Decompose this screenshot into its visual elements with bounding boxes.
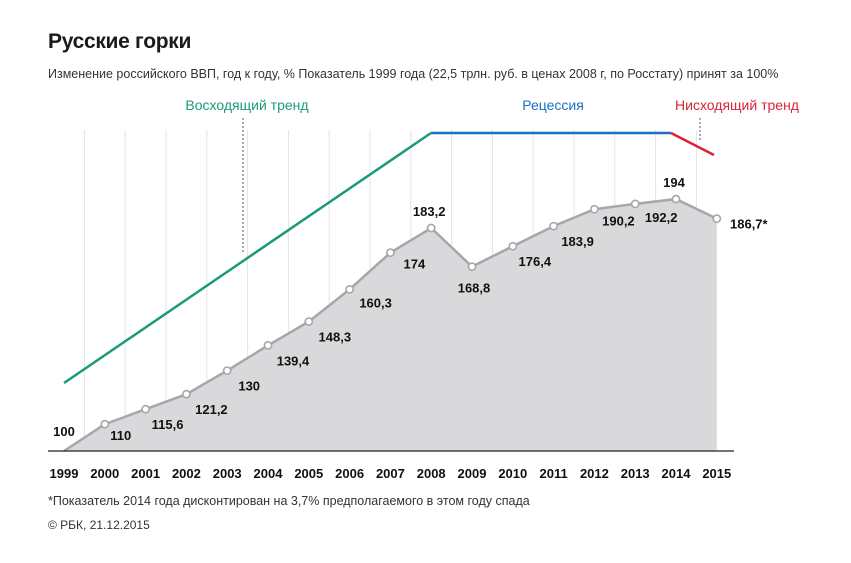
value-label: 192,2 xyxy=(645,210,678,225)
data-point xyxy=(630,199,640,209)
axis-layer: 1999 2000 2001 2002 2003 2004 2005 2006 2007 2008… xyxy=(48,450,734,481)
credit: © РБК, 21.12.2015 xyxy=(48,518,150,532)
area-layer xyxy=(63,197,718,453)
x-tick-label: 2002 xyxy=(172,466,201,481)
value-label: 121,2 xyxy=(195,402,228,417)
x-tick-label: 2013 xyxy=(621,466,650,481)
value-label: 168,8 xyxy=(458,281,491,296)
value-label: 160,3 xyxy=(359,295,392,310)
x-tick-label: 2001 xyxy=(131,466,160,481)
data-point xyxy=(385,248,395,258)
x-tick-label: 2012 xyxy=(580,466,609,481)
value-label: 130 xyxy=(238,379,260,394)
trend-line-down xyxy=(670,131,715,157)
data-point xyxy=(181,389,191,399)
data-point xyxy=(549,221,558,231)
trend-label: Нисходящий тренд xyxy=(675,97,799,113)
data-point xyxy=(263,341,273,350)
trend-line-up xyxy=(63,131,432,385)
x-tick-label: 2007 xyxy=(376,466,405,481)
data-point xyxy=(304,317,314,326)
x-tick-label: 2009 xyxy=(458,466,487,481)
value-label: 194 xyxy=(663,175,685,190)
value-label: 183,9 xyxy=(561,234,594,249)
value-label: 100 xyxy=(53,424,75,439)
gdp-area xyxy=(64,199,717,451)
trend-layer: Восходящий тренд Рецессия Нисходящий тренд xyxy=(63,97,799,385)
value-label: 186,7* xyxy=(730,217,769,232)
data-point xyxy=(141,404,150,414)
x-tick-label: 2003 xyxy=(213,466,242,481)
x-tick-label: 2008 xyxy=(417,466,446,481)
value-label: 174 xyxy=(404,257,426,272)
chart-title: Русские горки xyxy=(48,30,192,53)
data-point xyxy=(508,241,518,251)
value-label: 176,4 xyxy=(519,254,552,269)
label-layer: 100 110 115,6 121,2 130 139,4 148,3 160,3 174 183… xyxy=(53,175,768,443)
data-point xyxy=(590,204,599,214)
footnote: *Показатель 2014 года дисконтирован на 3… xyxy=(48,494,530,508)
value-label: 183,2 xyxy=(413,204,446,219)
trend-label: Рецессия xyxy=(522,97,584,113)
value-label: 110 xyxy=(110,428,131,443)
value-label: 190,2 xyxy=(602,213,635,228)
x-tick-label: 2000 xyxy=(90,466,119,481)
x-tick-label: 2010 xyxy=(498,466,527,481)
trend-label: Восходящий тренд xyxy=(185,97,308,113)
x-tick-label: 2014 xyxy=(662,466,692,481)
data-point xyxy=(222,366,232,375)
data-point xyxy=(426,223,436,233)
value-label: 139,4 xyxy=(277,353,310,368)
point-layer xyxy=(100,194,722,429)
data-point xyxy=(100,419,110,429)
value-label: 148,3 xyxy=(319,330,352,345)
value-label: 115,6 xyxy=(152,417,184,432)
x-tick-label: 1999 xyxy=(50,466,79,481)
x-tick-label: 2006 xyxy=(335,466,364,481)
data-point xyxy=(467,262,477,272)
x-tick-label: 2004 xyxy=(254,466,284,481)
x-tick-label: 2005 xyxy=(294,466,323,481)
x-tick-label: 2011 xyxy=(539,466,567,481)
chart-subtitle: Изменение российского ВВП, год к году, %… xyxy=(48,67,779,81)
x-tick-label: 2015 xyxy=(702,466,731,481)
data-point xyxy=(712,214,722,224)
data-point xyxy=(345,284,354,294)
data-point xyxy=(671,194,681,204)
